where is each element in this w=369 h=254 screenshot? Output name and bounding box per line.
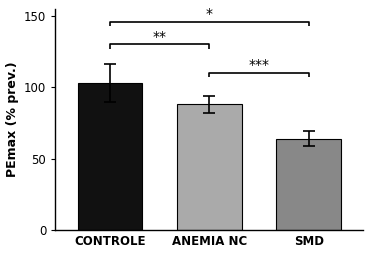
Text: **: ** [153,30,167,44]
Text: ***: *** [249,58,270,72]
Bar [276,139,341,230]
Text: *: * [206,7,213,21]
Y-axis label: PEmax (% prev.): PEmax (% prev.) [6,61,18,177]
Bar [177,104,242,230]
Bar [78,83,142,230]
